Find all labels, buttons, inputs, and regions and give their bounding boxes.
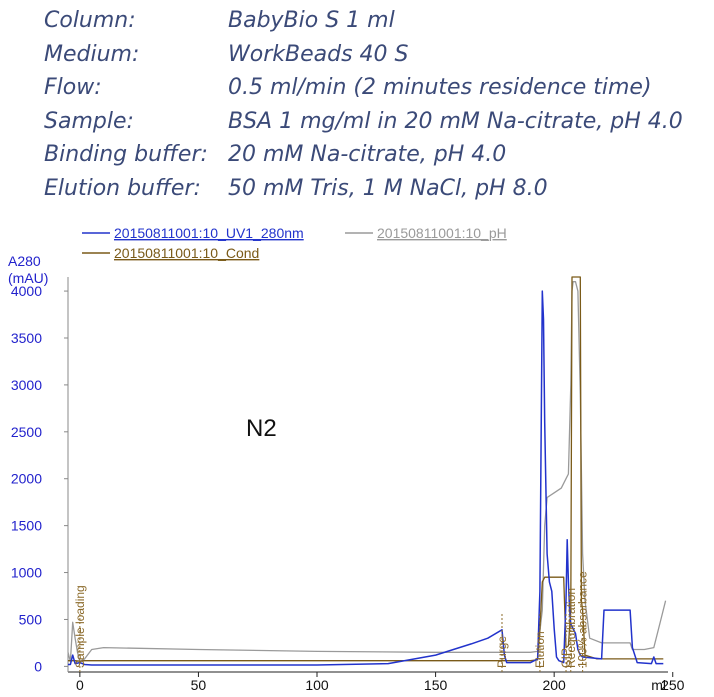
info-label: Column: <box>44 8 136 33</box>
x-axis-label: ml <box>651 677 666 693</box>
y-tick-label: 1000 <box>11 565 42 581</box>
info-label: Binding buffer: <box>44 142 208 167</box>
event-marker: CIP <box>559 612 573 672</box>
info-value: 50 mM Tris, 1 M NaCl, pH 8.0 <box>228 175 548 201</box>
event-marker-label: Sample loading <box>73 585 87 668</box>
x-tick-label: 0 <box>76 677 84 693</box>
legend-item-cond: 20150811001:10_Cond <box>82 245 259 261</box>
x-tick-label: 100 <box>305 677 329 693</box>
info-value: BabyBio S 1 ml <box>228 8 395 33</box>
event-marker-label: Elution <box>533 631 547 668</box>
info-value: 0.5 ml/min (2 minutes residence time) <box>228 75 652 100</box>
legend-label: 20150811001:10_Cond <box>114 245 259 261</box>
legend-item-ph: 20150811001:10_pH <box>345 225 507 241</box>
info-row-medium: Medium: WorkBeads 40 S <box>44 38 683 72</box>
info-row-flow: Flow: 0.5 ml/min (2 minutes residence tim… <box>44 71 683 105</box>
y-axis-label: A280 <box>8 253 41 269</box>
series-line-ph <box>67 281 667 663</box>
info-value: BSA 1 mg/ml in 20 mM Na-citrate, pH 4.0 <box>228 108 683 134</box>
info-row-elution-buffer: Elution buffer: 50 mM Tris, 1 M NaCl, pH … <box>44 172 683 206</box>
event-marker: Purge <box>495 612 509 672</box>
event-marker-label: Purge <box>495 636 509 668</box>
y-axis-label: (mAU) <box>8 270 48 286</box>
x-tick-label: 150 <box>424 677 448 693</box>
event-marker: Elution <box>533 612 547 672</box>
x-tick-label: 250 <box>661 677 685 693</box>
y-tick-label: 4000 <box>11 283 42 299</box>
chart-annotation: N2 <box>246 415 277 442</box>
info-value: WorkBeads 40 S <box>228 41 409 67</box>
info-row-sample: Sample: BSA 1 mg/ml in 20 mM Na-citrate, … <box>44 105 683 139</box>
y-tick-label: 2000 <box>11 471 42 487</box>
y-tick-label: 3500 <box>11 330 42 346</box>
event-marker-label: CIP <box>559 648 573 668</box>
y-tick-label: 0 <box>34 658 42 674</box>
x-tick-label: 50 <box>191 677 207 693</box>
series-line-uv <box>68 290 664 666</box>
legend-label: 20150811001:10_pH <box>377 225 507 241</box>
y-tick-label: 1500 <box>11 518 42 534</box>
event-marker-label: Reequilibration <box>564 588 578 668</box>
info-label: Flow: <box>44 75 102 100</box>
event-marker-label: 100% absorbance <box>576 571 590 668</box>
experiment-info: Column: BabyBio S 1 ml Medium: WorkBeads 4… <box>44 4 683 205</box>
series-line-cond <box>68 276 664 662</box>
y-tick-label: 500 <box>19 611 43 627</box>
chromatogram-chart: 0 50 100 150 200 2500500100015002000250030003… <box>8 225 685 693</box>
info-value: 20 mM Na-citrate, pH 4.0 <box>228 142 507 167</box>
event-marker: 100% absorbance <box>576 571 590 672</box>
info-row-column: Column: BabyBio S 1 ml <box>44 4 683 38</box>
event-marker: Reequilibration <box>564 588 578 672</box>
info-row-binding-buffer: Binding buffer: 20 mM Na-citrate, pH 4.0 <box>44 138 683 172</box>
y-tick-label: 2500 <box>11 424 42 440</box>
info-label: Elution buffer: <box>44 175 201 201</box>
legend-item-uv: 20150811001:10_UV1_280nm <box>82 225 304 241</box>
y-tick-label: 3000 <box>11 377 42 393</box>
event-marker: Sample loading <box>73 585 87 672</box>
info-label: Sample: <box>44 108 134 134</box>
info-label: Medium: <box>44 41 140 67</box>
x-tick-label: 200 <box>542 677 566 693</box>
legend-label: 20150811001:10_UV1_280nm <box>114 225 304 241</box>
